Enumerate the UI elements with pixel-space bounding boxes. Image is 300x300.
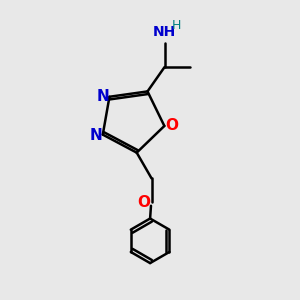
Text: NH: NH xyxy=(153,25,176,39)
Text: O: O xyxy=(165,118,178,134)
Text: N: N xyxy=(97,89,109,104)
Text: N: N xyxy=(90,128,103,143)
Text: O: O xyxy=(138,195,151,210)
Text: H: H xyxy=(172,19,181,32)
